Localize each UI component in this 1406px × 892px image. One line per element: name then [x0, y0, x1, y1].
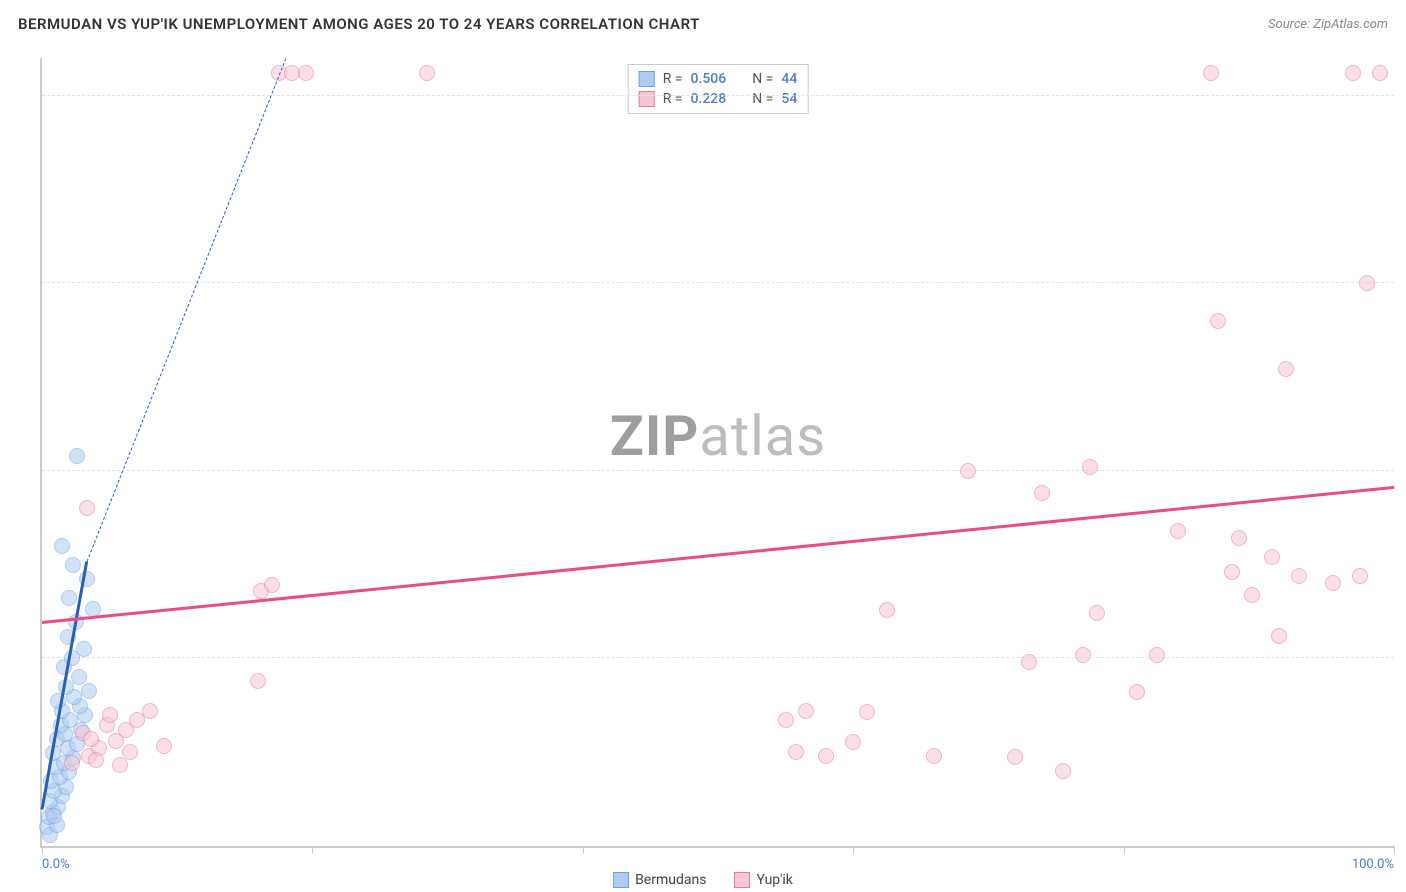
data-point — [54, 538, 70, 554]
x-tick — [1394, 846, 1395, 854]
data-point — [76, 641, 92, 657]
data-point — [1291, 568, 1307, 584]
data-point — [1264, 549, 1280, 565]
data-point — [1055, 763, 1071, 779]
data-point — [1325, 575, 1341, 591]
x-tick — [853, 846, 854, 854]
data-point — [250, 673, 266, 689]
data-point — [1129, 684, 1145, 700]
data-point — [83, 731, 99, 747]
legend-swatch — [613, 872, 629, 888]
x-tick — [1124, 846, 1125, 854]
legend-label: Bermudans — [635, 872, 706, 888]
watermark: ZIPatlas — [610, 403, 826, 469]
data-point — [845, 734, 861, 750]
series-swatch — [639, 91, 655, 107]
x-tick — [312, 846, 313, 854]
data-point — [879, 602, 895, 618]
data-point — [1231, 530, 1247, 546]
data-point — [1075, 647, 1091, 663]
data-point — [1082, 459, 1098, 475]
data-point — [46, 808, 62, 824]
data-point — [1203, 65, 1219, 81]
stat-n-label: N = — [752, 71, 773, 87]
gridline-h — [42, 95, 1394, 96]
data-point — [1007, 749, 1023, 765]
gridline-h — [42, 470, 1394, 471]
data-point — [419, 65, 435, 81]
data-point — [102, 707, 118, 723]
data-point — [88, 752, 104, 768]
data-point — [926, 748, 942, 764]
data-point — [818, 748, 834, 764]
data-point — [298, 65, 314, 81]
data-point — [71, 669, 87, 685]
watermark-light: atlas — [699, 403, 826, 469]
data-point — [61, 590, 77, 606]
data-point — [64, 755, 80, 771]
data-point — [859, 704, 875, 720]
data-point — [788, 744, 804, 760]
data-point — [798, 703, 814, 719]
stat-r-label: R = — [663, 91, 683, 107]
stats-row: R = 0.506 N = 44 — [639, 69, 798, 89]
data-point — [1034, 485, 1050, 501]
legend-item: Bermudans — [613, 872, 706, 888]
stat-r-label: R = — [663, 71, 683, 87]
data-point — [81, 683, 97, 699]
legend-swatch — [734, 872, 750, 888]
x-tick — [42, 846, 43, 854]
data-point — [156, 738, 172, 754]
data-point — [1271, 628, 1287, 644]
stats-row: R = 0.228 N = 54 — [639, 89, 798, 109]
data-point — [1372, 65, 1388, 81]
stat-r-value: 0.506 — [691, 71, 727, 87]
data-point — [960, 463, 976, 479]
x-tick-label-min: 0.0% — [42, 857, 70, 872]
data-point — [65, 557, 81, 573]
chart-source: Source: ZipAtlas.com — [1268, 17, 1388, 32]
data-point — [1021, 654, 1037, 670]
data-point — [1224, 564, 1240, 580]
chart-container: Unemployment Among Ages 20 to 24 years Z… — [0, 48, 1406, 892]
legend-label: Yup'ik — [756, 872, 792, 888]
gridline-h — [42, 282, 1394, 283]
legend-item: Yup'ik — [734, 872, 792, 888]
chart-header: BERMUDAN VS YUP'IK UNEMPLOYMENT AMONG AG… — [0, 0, 1406, 48]
data-point — [1210, 313, 1226, 329]
data-point — [112, 757, 128, 773]
watermark-bold: ZIP — [610, 403, 699, 469]
data-point — [1149, 647, 1165, 663]
stat-n-value: 54 — [781, 91, 797, 107]
data-point — [1345, 65, 1361, 81]
legend: Bermudans Yup'ik — [613, 872, 793, 888]
regression-line — [42, 486, 1394, 624]
data-point — [1170, 523, 1186, 539]
stat-n-value: 44 — [781, 71, 797, 87]
series-swatch — [639, 71, 655, 87]
plot-area: ZIPatlas R =0.506N =44R =0.228N =54 0.0%… — [40, 58, 1394, 848]
gridline-h — [42, 657, 1394, 658]
data-point — [1089, 605, 1105, 621]
data-point — [1244, 587, 1260, 603]
x-tick — [583, 846, 584, 854]
stat-n-label: N = — [752, 91, 773, 107]
x-tick-label-max: 100.0% — [1352, 857, 1394, 872]
data-point — [1352, 568, 1368, 584]
stat-r-value: 0.228 — [691, 91, 727, 107]
regression-line-extrapolated — [86, 58, 286, 561]
data-point — [142, 703, 158, 719]
data-point — [264, 577, 280, 593]
chart-title: BERMUDAN VS YUP'IK UNEMPLOYMENT AMONG AG… — [18, 15, 700, 33]
data-point — [1359, 275, 1375, 291]
data-point — [1278, 361, 1294, 377]
stats-box: R = 0.506 N = 44 R = 0.228 N = 54 — [628, 64, 809, 114]
data-point — [79, 500, 95, 516]
data-point — [69, 448, 85, 464]
data-point — [778, 712, 794, 728]
